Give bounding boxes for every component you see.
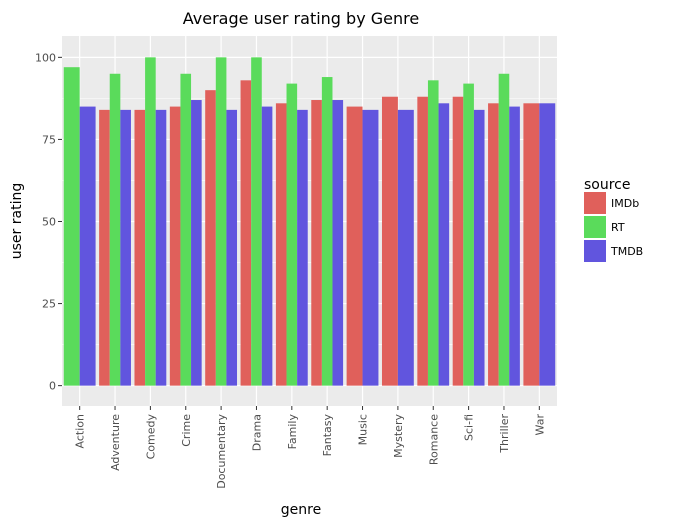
bar-imdb-drama — [240, 80, 252, 386]
bar-tmdb-sci-fi — [473, 109, 485, 386]
bar-tmdb-fantasy — [332, 100, 344, 386]
legend: source IMDb RT TMDB — [584, 177, 643, 262]
bar-imdb-mystery — [381, 96, 398, 386]
x-tick-label: Comedy — [144, 414, 157, 460]
bar-imdb-comedy — [134, 109, 146, 386]
bar-rt-adventure — [109, 73, 121, 386]
legend-swatch-imdb — [584, 192, 606, 214]
bar-tmdb-war — [539, 103, 556, 386]
x-tick-label: Family — [286, 414, 299, 450]
x-tick-label: Mystery — [392, 414, 405, 458]
bar-imdb-sci-fi — [452, 96, 464, 386]
bar-tmdb-adventure — [120, 109, 131, 386]
bar-tmdb-romance — [438, 103, 450, 386]
y-tick-label: 75 — [42, 133, 56, 146]
bar-rt-action — [63, 67, 80, 386]
bar-tmdb-drama — [261, 106, 273, 386]
bar-rt-documentary — [215, 57, 227, 386]
bar-tmdb-comedy — [155, 109, 167, 386]
bar-imdb-war — [523, 103, 540, 386]
y-axis: 0 25 50 75 100 — [35, 51, 62, 393]
y-tick-label: 100 — [35, 51, 56, 64]
legend-title: source — [584, 177, 631, 193]
bar-rt-comedy — [145, 57, 156, 386]
x-tick-label: Music — [357, 414, 370, 445]
bar-rt-crime — [180, 73, 192, 386]
bar-rt-family — [286, 83, 298, 386]
bar-imdb-thriller — [488, 103, 499, 386]
x-axis-title: genre — [281, 502, 321, 518]
bar-imdb-romance — [417, 96, 428, 386]
x-tick-label: Documentary — [215, 414, 228, 489]
bars — [63, 57, 556, 386]
legend-label-tmdb: TMDB — [610, 245, 643, 258]
y-axis-title: user rating — [9, 183, 25, 259]
bar-imdb-adventure — [99, 109, 110, 386]
y-tick-label: 50 — [42, 215, 56, 228]
x-tick-label: War — [533, 414, 546, 436]
legend-label-rt: RT — [611, 221, 625, 234]
bar-tmdb-crime — [191, 100, 202, 386]
x-axis: Action Adventure Comedy Crime Documentary Dra… — [74, 406, 546, 489]
bar-tmdb-documentary — [226, 109, 238, 386]
x-tick-label: Crime — [180, 414, 193, 447]
bar-tmdb-family — [297, 109, 308, 386]
legend-swatch-tmdb — [584, 240, 606, 262]
x-tick-label: Fantasy — [321, 414, 334, 457]
x-tick-label: Adventure — [109, 414, 122, 471]
bar-rt-fantasy — [321, 77, 333, 386]
bar-tmdb-mystery — [397, 109, 414, 386]
chart-title: Average user rating by Genre — [183, 9, 419, 28]
bar-tmdb-action — [79, 106, 96, 386]
bar-imdb-crime — [169, 106, 181, 386]
legend-swatch-rt — [584, 216, 606, 238]
legend-label-imdb: IMDb — [611, 197, 639, 210]
bar-rt-romance — [427, 80, 439, 386]
y-tick-label: 25 — [42, 298, 56, 311]
bar-rt-drama — [251, 57, 262, 386]
x-tick-label: Sci-fi — [463, 414, 476, 441]
bar-imdb-documentary — [205, 90, 216, 386]
x-tick-label: Action — [74, 414, 87, 448]
x-tick-label: Romance — [427, 414, 440, 465]
bar-imdb-music — [346, 106, 363, 386]
bar-tmdb-music — [362, 109, 379, 386]
bar-imdb-fantasy — [311, 100, 322, 386]
bar-tmdb-thriller — [509, 106, 520, 386]
y-tick-label: 0 — [49, 380, 56, 393]
x-tick-label: Drama — [250, 414, 263, 451]
bar-rt-thriller — [498, 73, 510, 386]
bar-rt-sci-fi — [463, 83, 474, 386]
x-tick-label: Thriller — [498, 414, 511, 454]
bar-imdb-family — [275, 103, 287, 386]
